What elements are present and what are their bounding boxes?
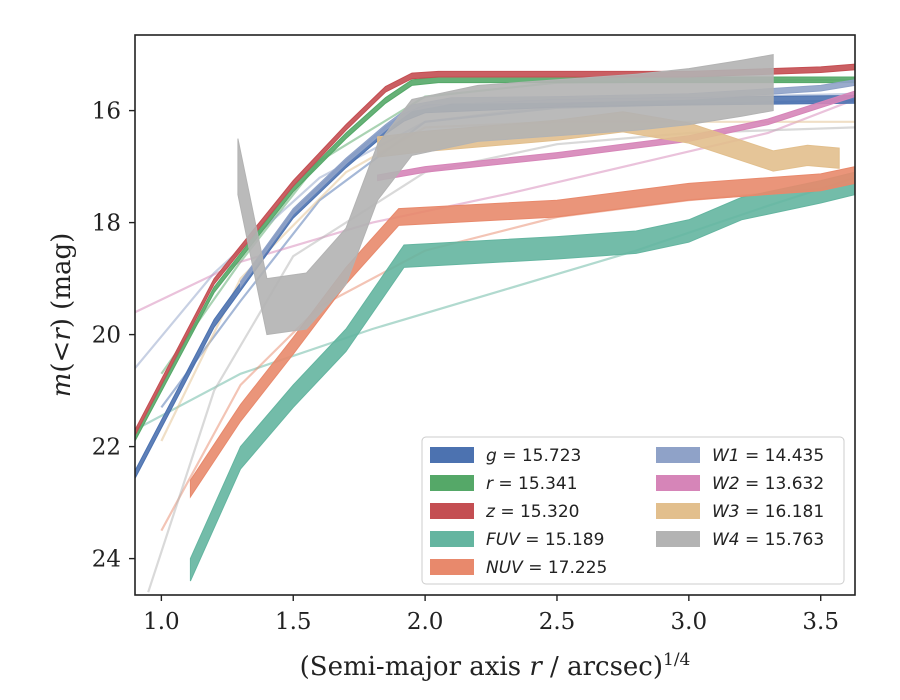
legend-box: [421, 436, 845, 585]
legend: g = 15.723 r = 15.341 z = 15.320 FUV = 15.1…: [421, 436, 845, 585]
legend-swatch-fuv: [430, 531, 474, 547]
legend-entry-w1: W1 = 14.435: [712, 446, 824, 466]
legend-swatch-w2: [656, 475, 700, 491]
model-curve-w2: [135, 98, 855, 314]
legend-entry-g: g = 15.723: [486, 446, 581, 466]
y-tick-label: 16: [92, 99, 121, 125]
x-tick-label: 2.0: [407, 609, 444, 635]
band-w2: [377, 90, 855, 182]
legend-swatch-g: [430, 447, 474, 463]
legend-entry-r: r = 15.341: [486, 474, 578, 494]
legend-entry-fuv: FUV = 15.189: [486, 530, 604, 550]
x-tick-label: 2.5: [539, 609, 576, 635]
band-fuv: [189, 171, 855, 582]
legend-swatch-w1: [656, 447, 700, 463]
legend-swatch-w3: [656, 503, 700, 519]
data-series: [135, 54, 855, 582]
legend-entry-w4: W4 = 15.763: [712, 530, 824, 550]
y-tick-label: 20: [92, 323, 121, 349]
axis-ticks: 1.0 1.5 2.0 2.5 3.0 3.5 16 18 20 22 24: [92, 99, 839, 635]
legend-entry-nuv: NUV = 17.225: [486, 558, 607, 578]
band-z: [135, 63, 855, 436]
x-axis-label: (Semi-major axis r / arcsec)1/4: [300, 650, 691, 682]
y-tick-label: 24: [92, 547, 121, 573]
legend-entry-w2: W2 = 13.632: [712, 474, 824, 494]
x-tick-label: 1.0: [143, 609, 180, 635]
x-tick-label: 3.5: [802, 609, 839, 635]
y-axis-label: m(<r) (mag): [47, 233, 77, 398]
y-tick-label: 22: [92, 435, 121, 461]
legend-entry-w3: W3 = 16.181: [712, 502, 824, 522]
legend-swatch-nuv: [430, 559, 474, 575]
legend-swatch-z: [430, 503, 474, 519]
y-tick-label: 18: [92, 211, 121, 237]
band-w4: [237, 54, 774, 336]
plot-frame: [134, 34, 856, 596]
x-tick-label: 1.5: [275, 609, 312, 635]
legend-entry-z: z = 15.320: [485, 502, 579, 522]
legend-swatch-r: [430, 475, 474, 491]
band-r: [135, 76, 855, 442]
legend-swatch-w4: [656, 531, 700, 547]
band-w1: [240, 79, 855, 289]
x-tick-label: 3.0: [671, 609, 708, 635]
